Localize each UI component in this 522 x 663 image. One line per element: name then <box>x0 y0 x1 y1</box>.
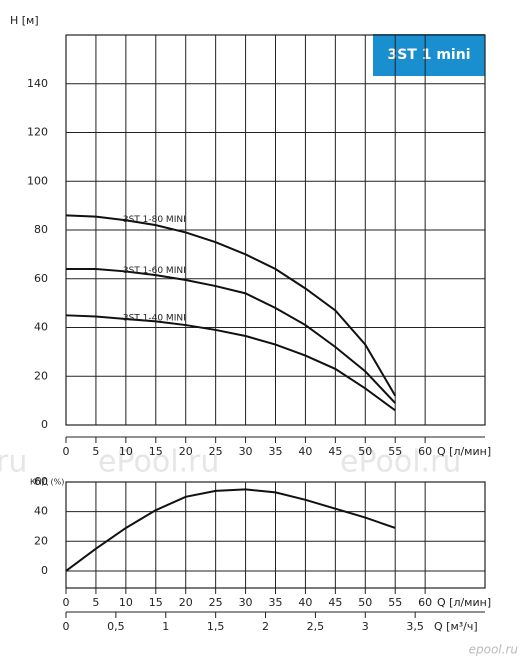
x-tick-label: 35 <box>269 596 283 609</box>
y-tick-label: 20 <box>34 534 48 547</box>
x-tick-label: 0 <box>63 596 70 609</box>
logo: epool.ru <box>469 643 519 657</box>
x-tick-label: 55 <box>388 596 402 609</box>
curve-label: 3ST 1-80 MINI <box>123 215 186 225</box>
x-axis-label: Q [л/мин] <box>437 596 491 609</box>
y-tick-label: 0 <box>41 564 48 577</box>
x-tick-label: 0 <box>63 445 70 458</box>
x2-tick-label: 2,5 <box>307 620 325 633</box>
x-tick-label: 20 <box>179 445 193 458</box>
x2-tick-label: 3 <box>362 620 369 633</box>
x-tick-label: 20 <box>179 596 193 609</box>
y-tick-label: 40 <box>34 505 48 518</box>
watermark: ePool.ru <box>98 445 219 480</box>
x2-tick-label: 1 <box>162 620 169 633</box>
x-tick-label: 40 <box>298 596 312 609</box>
x2-axis-label: Q [м³/ч] <box>434 620 478 633</box>
y-tick-label: 120 <box>27 126 48 139</box>
x-tick-label: 35 <box>269 445 283 458</box>
curve <box>65 314 396 412</box>
x-tick-label: 45 <box>328 445 342 458</box>
y-tick-label: 0 <box>41 418 48 431</box>
curve <box>66 268 396 404</box>
x-tick-label: 40 <box>298 445 312 458</box>
x-tick-label: 25 <box>209 596 223 609</box>
y-tick-label: 40 <box>34 321 48 334</box>
x-tick-label: 60 <box>418 596 432 609</box>
x2-tick-label: 3,5 <box>406 620 424 633</box>
badge: 3ST 1 mini <box>387 47 470 63</box>
x2-tick-label: 2 <box>262 620 269 633</box>
x-tick-label: 30 <box>239 596 253 609</box>
x-tick-label: 5 <box>92 445 99 458</box>
watermark: ru <box>0 445 27 480</box>
x2-tick-label: 1,5 <box>207 620 225 633</box>
x-tick-label: 5 <box>92 596 99 609</box>
x-tick-label: 30 <box>239 445 253 458</box>
y-tick-label: 140 <box>27 77 48 90</box>
x-tick-label: 50 <box>358 445 372 458</box>
x2-tick-label: 0,5 <box>107 620 125 633</box>
x-tick-label: 50 <box>358 596 372 609</box>
x-tick-label: 60 <box>418 445 432 458</box>
x-axis-label: Q [л/мин] <box>437 445 491 458</box>
watermark: ePool.ru <box>340 445 461 480</box>
curve <box>65 488 396 572</box>
y-axis-label: КПД (%) <box>30 478 64 487</box>
x2-tick-label: 0 <box>63 620 70 633</box>
curve-label: 3ST 1-40 MINI <box>123 313 186 323</box>
x-tick-label: 55 <box>388 445 402 458</box>
x-tick-label: 45 <box>328 596 342 609</box>
curve-label: 3ST 1-60 MINI <box>123 266 186 276</box>
y-tick-label: 20 <box>34 369 48 382</box>
curve <box>65 214 397 397</box>
y-axis-label: H [м] <box>10 14 39 27</box>
y-tick-label: 100 <box>27 174 48 187</box>
y-tick-label: 60 <box>34 272 48 285</box>
x-tick-label: 15 <box>149 596 163 609</box>
x-tick-label: 10 <box>119 596 133 609</box>
x-tick-label: 25 <box>209 445 223 458</box>
x-tick-label: 10 <box>119 445 133 458</box>
x-tick-label: 15 <box>149 445 163 458</box>
y-tick-label: 80 <box>34 223 48 236</box>
badge-box <box>373 34 485 76</box>
y-tick-label: 60 <box>34 475 48 488</box>
